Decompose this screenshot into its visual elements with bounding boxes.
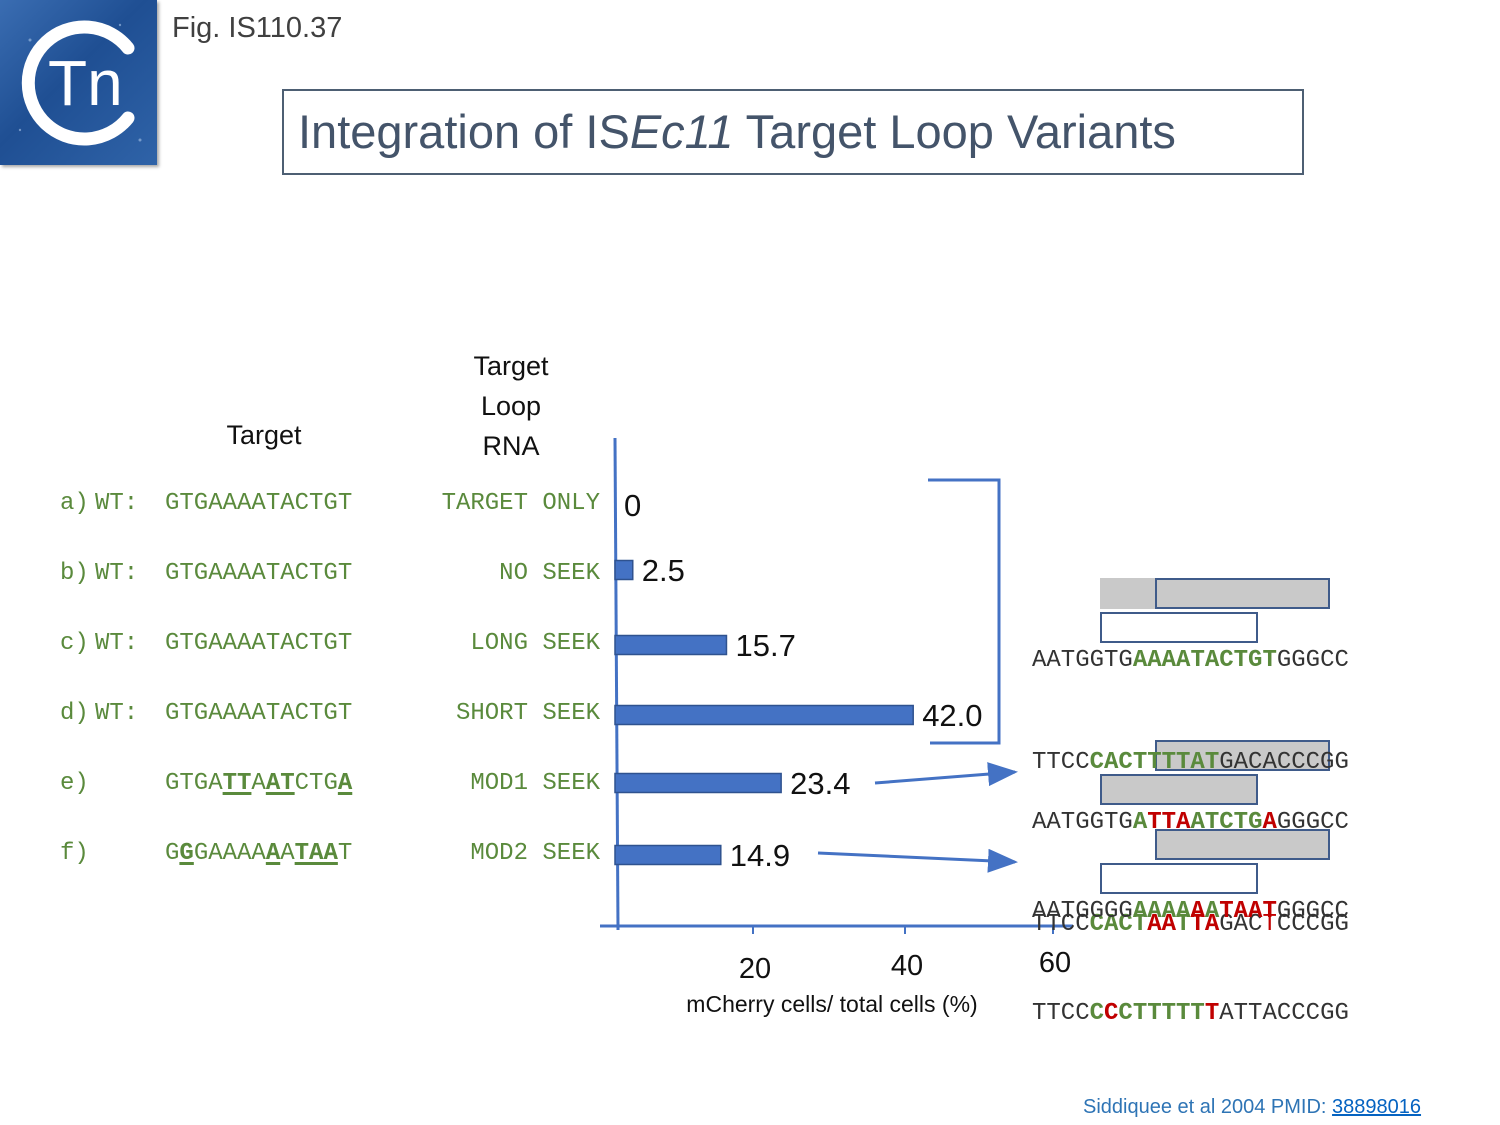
row-b-target-seq: GTGAAAATACTGT — [165, 560, 353, 587]
arrow-mod2 — [817, 848, 1018, 873]
row-f-target-seq: GGGAAAAAATAAT — [165, 840, 353, 867]
arrow-mod1 — [874, 762, 1018, 787]
row-c-wt: WT: — [95, 630, 139, 657]
row-f-seek: MOD2 SEEK — [470, 840, 600, 867]
row-e-seek: MOD1 SEEK — [470, 770, 600, 797]
target-header: Target — [226, 420, 302, 450]
row-b-label: b) — [60, 560, 89, 587]
row-d-wt: WT: — [95, 700, 139, 727]
target-loop-rna-header: Target Loop RNA — [473, 351, 549, 461]
row-a-seek: TARGET ONLY — [441, 490, 600, 517]
bar — [614, 844, 722, 866]
x-axis-label: mCherry cells/ total cells (%) — [686, 991, 977, 1017]
row-f-label: f) — [60, 840, 89, 867]
seq-1-top: AATGGTGAAAATACTGTGGGCC — [1032, 647, 1349, 674]
seq-1-bottom: TTCCCACTTTTATGACACCCGG — [1032, 749, 1349, 776]
row-b-wt: WT: — [95, 560, 139, 587]
page-title: Integration of ISEc11 Target Loop Varian… — [298, 105, 1176, 158]
citation: Siddiquee et al 2004 PMID: 38898016 — [1083, 1096, 1422, 1118]
row-c-target-seq: GTGAAAATACTGT — [165, 630, 353, 657]
seq-3-top: AATGGGGAAAAAATAATGGGCC — [1032, 898, 1349, 925]
bar-value-label: 15.7 — [735, 628, 795, 663]
title-box — [282, 89, 1304, 175]
bar — [614, 772, 782, 794]
bar-value-label: 2.5 — [642, 553, 685, 588]
bar-value-label: 14.9 — [730, 838, 790, 873]
row-c-seek: LONG SEEK — [470, 630, 600, 657]
row-c-label: c) — [60, 630, 89, 657]
row-e-label: e) — [60, 770, 89, 797]
x-tick-label: 60 — [1039, 947, 1071, 979]
row-a-target-seq: GTGAAAATACTGT — [165, 490, 353, 517]
row-d-seek: SHORT SEEK — [455, 700, 600, 727]
row-e-target-seq: GTGATTAATCTGA — [165, 770, 353, 797]
figure-label: Fig. IS110.37 — [172, 12, 343, 44]
row-a-wt: WT: — [95, 490, 139, 517]
ctn-logo: Tn — [0, 0, 157, 165]
sequence-group-2: AATGGTGATTAATCTGAGGGCC TTCCCACTAATTAGACT… — [1032, 738, 1349, 976]
ctn-logo-graphic — [18, 20, 142, 146]
bar — [614, 704, 914, 726]
row-d-target-seq: GTGAAAATACTGT — [165, 700, 353, 727]
logo-tn-text: Tn — [48, 47, 123, 119]
bar — [614, 634, 728, 656]
seq-2-bottom: TTCCCACTAATTAGACTCCCGG — [1032, 911, 1349, 938]
sequence-group-3: AATGGGGAAAAAATAATGGGCC TTCCCCCTTTTTTATTA… — [1032, 827, 1349, 1065]
bar-value-label: 42.0 — [922, 698, 982, 733]
seq-2-top: AATGGTGATTAATCTGAGGGCC — [1032, 809, 1349, 836]
bar-value-label: 23.4 — [790, 766, 850, 801]
row-b-seek: NO SEEK — [499, 560, 600, 587]
highlight-box-1-bottom — [1100, 612, 1258, 643]
bar-value-label: 0 — [624, 488, 641, 523]
row-a-label: a) — [60, 490, 89, 517]
x-tick-label: 40 — [891, 950, 923, 982]
highlight-box-2-bottom — [1100, 774, 1258, 805]
pmid-link[interactable]: 38898016 — [1332, 1096, 1422, 1118]
sequence-group-1: AATGGTGAAAATACTGTGGGCC TTCCCACTTTTATGACA… — [1032, 576, 1349, 814]
highlight-box-2-top — [1155, 740, 1330, 771]
group-bracket — [928, 478, 1001, 745]
x-tick-label: 20 — [739, 953, 771, 985]
bar — [614, 559, 634, 581]
row-d-label: d) — [60, 700, 89, 727]
highlight-box-1-top-frame — [1155, 578, 1330, 609]
highlight-box-3-bottom — [1100, 863, 1258, 894]
seq-3-bottom: TTCCCCCTTTTTTATTACCCGG — [1032, 1000, 1349, 1027]
highlight-box-3-top — [1155, 829, 1330, 860]
